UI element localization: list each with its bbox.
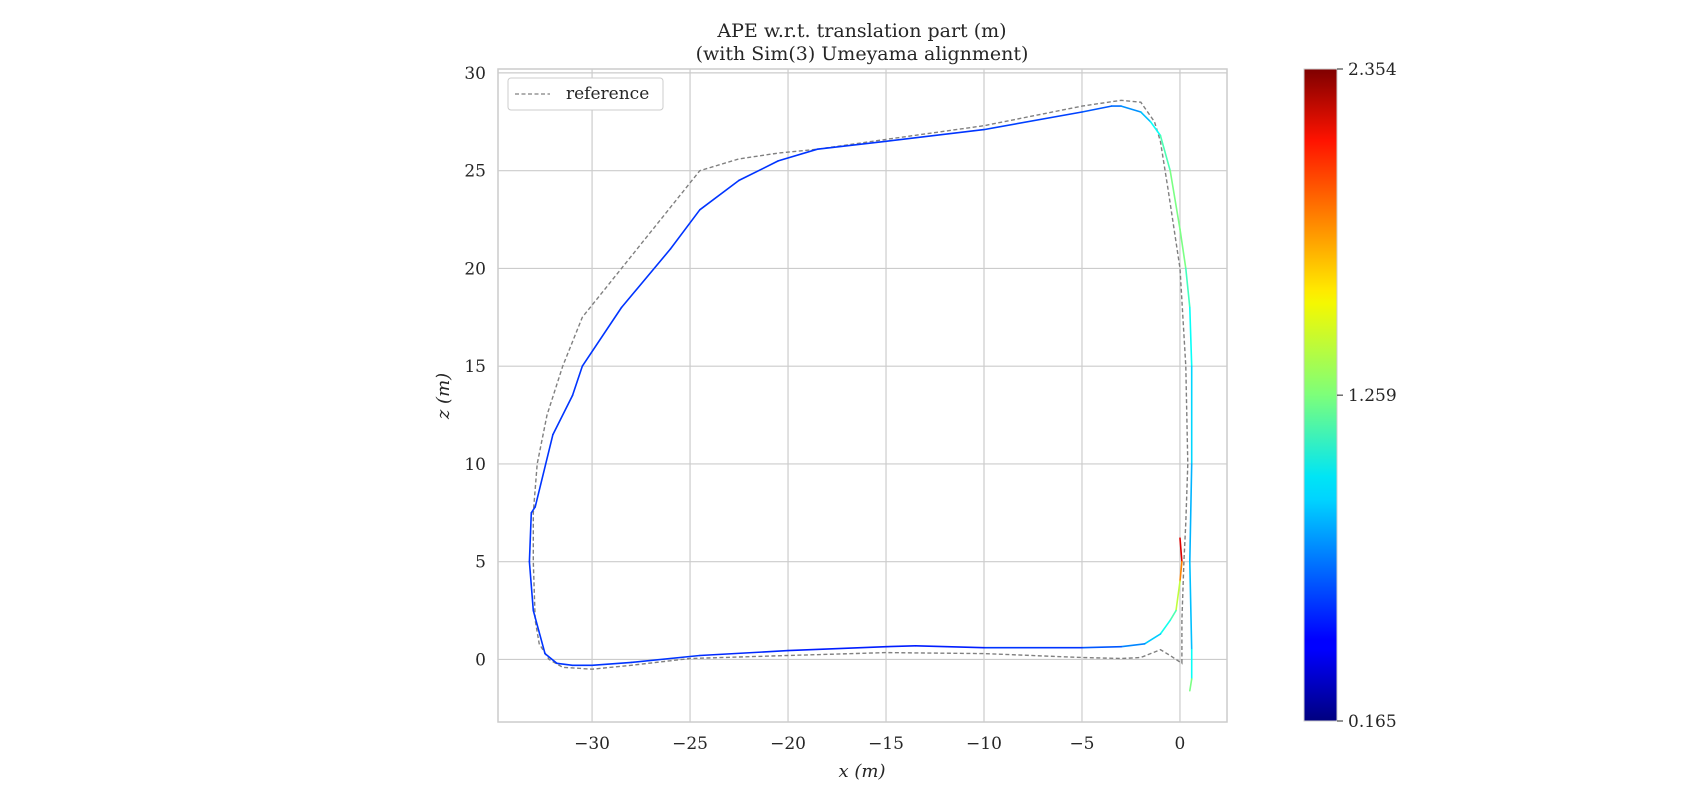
- estimate-trajectory-segment: [1120, 642, 1146, 648]
- estimate-trajectory-segment: [698, 649, 789, 657]
- estimate-trajectory-segment: [1169, 609, 1177, 622]
- estimate-trajectory-segment: [1169, 169, 1181, 231]
- estimate-trajectory-segment: [630, 654, 701, 664]
- x-tick-label: −20: [770, 734, 806, 754]
- estimate-trajectory-segment: [528, 560, 535, 612]
- estimate-trajectory-segment: [1185, 267, 1191, 309]
- legend-box: [507, 77, 664, 111]
- reference-trajectory-line: [532, 99, 1189, 670]
- x-tick-label: −25: [672, 734, 708, 754]
- x-ticks: −30 −25 −20 −15 −10 −5 0: [574, 734, 1185, 754]
- estimate-trajectory-segment: [1081, 105, 1113, 113]
- x-tick-label: −15: [868, 734, 904, 754]
- estimate-trajectory-segment: [534, 433, 554, 508]
- estimate-trajectory-segment: [983, 111, 1083, 131]
- x-tick-label: 0: [1175, 734, 1186, 754]
- estimate-trajectory-segment: [1179, 228, 1187, 270]
- x-tick-label: −5: [1069, 734, 1094, 754]
- estimate-trajectory-segment: [544, 652, 558, 665]
- colorbar-gradient: [1303, 68, 1338, 722]
- estimate-trajectory-segment: [532, 609, 546, 655]
- series-layer: [528, 99, 1193, 692]
- estimate-trajectory-segment: [1140, 111, 1152, 123]
- chart-title-line1: APE w.r.t. translation part (m): [716, 20, 1006, 42]
- y-tick-label: 10: [464, 455, 486, 475]
- estimate-trajectory-segment: [787, 645, 887, 652]
- estimate-trajectory-segment: [1189, 463, 1193, 563]
- y-tick-label: 20: [464, 259, 486, 279]
- estimate-trajectory-segment: [914, 644, 985, 649]
- estimate-trajectory-segment: [885, 644, 917, 648]
- estimate-trajectory-segment: [1175, 580, 1181, 612]
- estimate-trajectory-segment: [738, 160, 780, 182]
- estimate-trajectory-segment: [1143, 633, 1162, 645]
- estimate-trajectory-segment: [1179, 537, 1183, 563]
- estimate-trajectory-segment: [698, 179, 740, 211]
- estimate-trajectory-segment: [1189, 306, 1193, 368]
- colorbar-tick-label: 2.354: [1348, 60, 1397, 80]
- x-axis-label: x (m): [839, 761, 886, 782]
- estimate-trajectory-segment: [530, 506, 537, 514]
- colorbar-tick-label: 1.259: [1348, 386, 1397, 406]
- estimate-trajectory-segment: [1081, 645, 1122, 649]
- y-tick-label: 25: [464, 162, 486, 182]
- estimate-trajectory-segment: [571, 365, 584, 397]
- y-tick-label: 5: [475, 553, 486, 573]
- estimate-trajectory-segment: [581, 306, 623, 368]
- grid: [498, 69, 1227, 722]
- estimate-trajectory-segment: [669, 209, 701, 250]
- estimate-trajectory-segment: [528, 511, 533, 563]
- estimate-trajectory-segment: [620, 248, 672, 309]
- estimate-trajectory-segment: [1149, 121, 1162, 137]
- y-tick-label: 0: [475, 650, 486, 670]
- estimate-trajectory-segment: [1120, 105, 1142, 113]
- y-tick-label: 15: [464, 357, 486, 377]
- y-tick-label: 30: [464, 64, 486, 84]
- legend-reference-label: reference: [566, 84, 649, 104]
- estimate-trajectory-segment: [1179, 560, 1183, 583]
- plot-frame: [497, 68, 1228, 723]
- legend: reference: [507, 77, 664, 111]
- colorbar-ticks: 0.165 1.259 2.354: [1337, 60, 1397, 732]
- estimate-trajectory-segment: [552, 394, 574, 436]
- x-tick-label: −10: [966, 734, 1002, 754]
- estimate-trajectory-segment: [1159, 134, 1171, 172]
- colorbar-tick-label: 0.165: [1348, 712, 1397, 732]
- estimate-trajectory-segment: [591, 661, 633, 667]
- estimate-trajectory-segment: [885, 128, 985, 143]
- estimate-trajectory-segment: [555, 662, 574, 667]
- colorbar: 0.165 1.259 2.354: [1303, 60, 1397, 732]
- estimate-trajectory-segment: [1159, 619, 1171, 635]
- estimate-trajectory-segment: [1189, 678, 1193, 692]
- estimate-trajectory-segment: [1189, 560, 1193, 651]
- estimate-trajectory-segment: [816, 140, 887, 150]
- estimate-trajectory-segment: [777, 148, 819, 162]
- chart-title-line2: (with Sim(3) Umeyama alignment): [696, 43, 1029, 65]
- y-axis-label: z (m): [433, 373, 454, 420]
- x-tick-label: −30: [574, 734, 610, 754]
- y-ticks: 0 5 10 15 20 25 30: [464, 64, 486, 671]
